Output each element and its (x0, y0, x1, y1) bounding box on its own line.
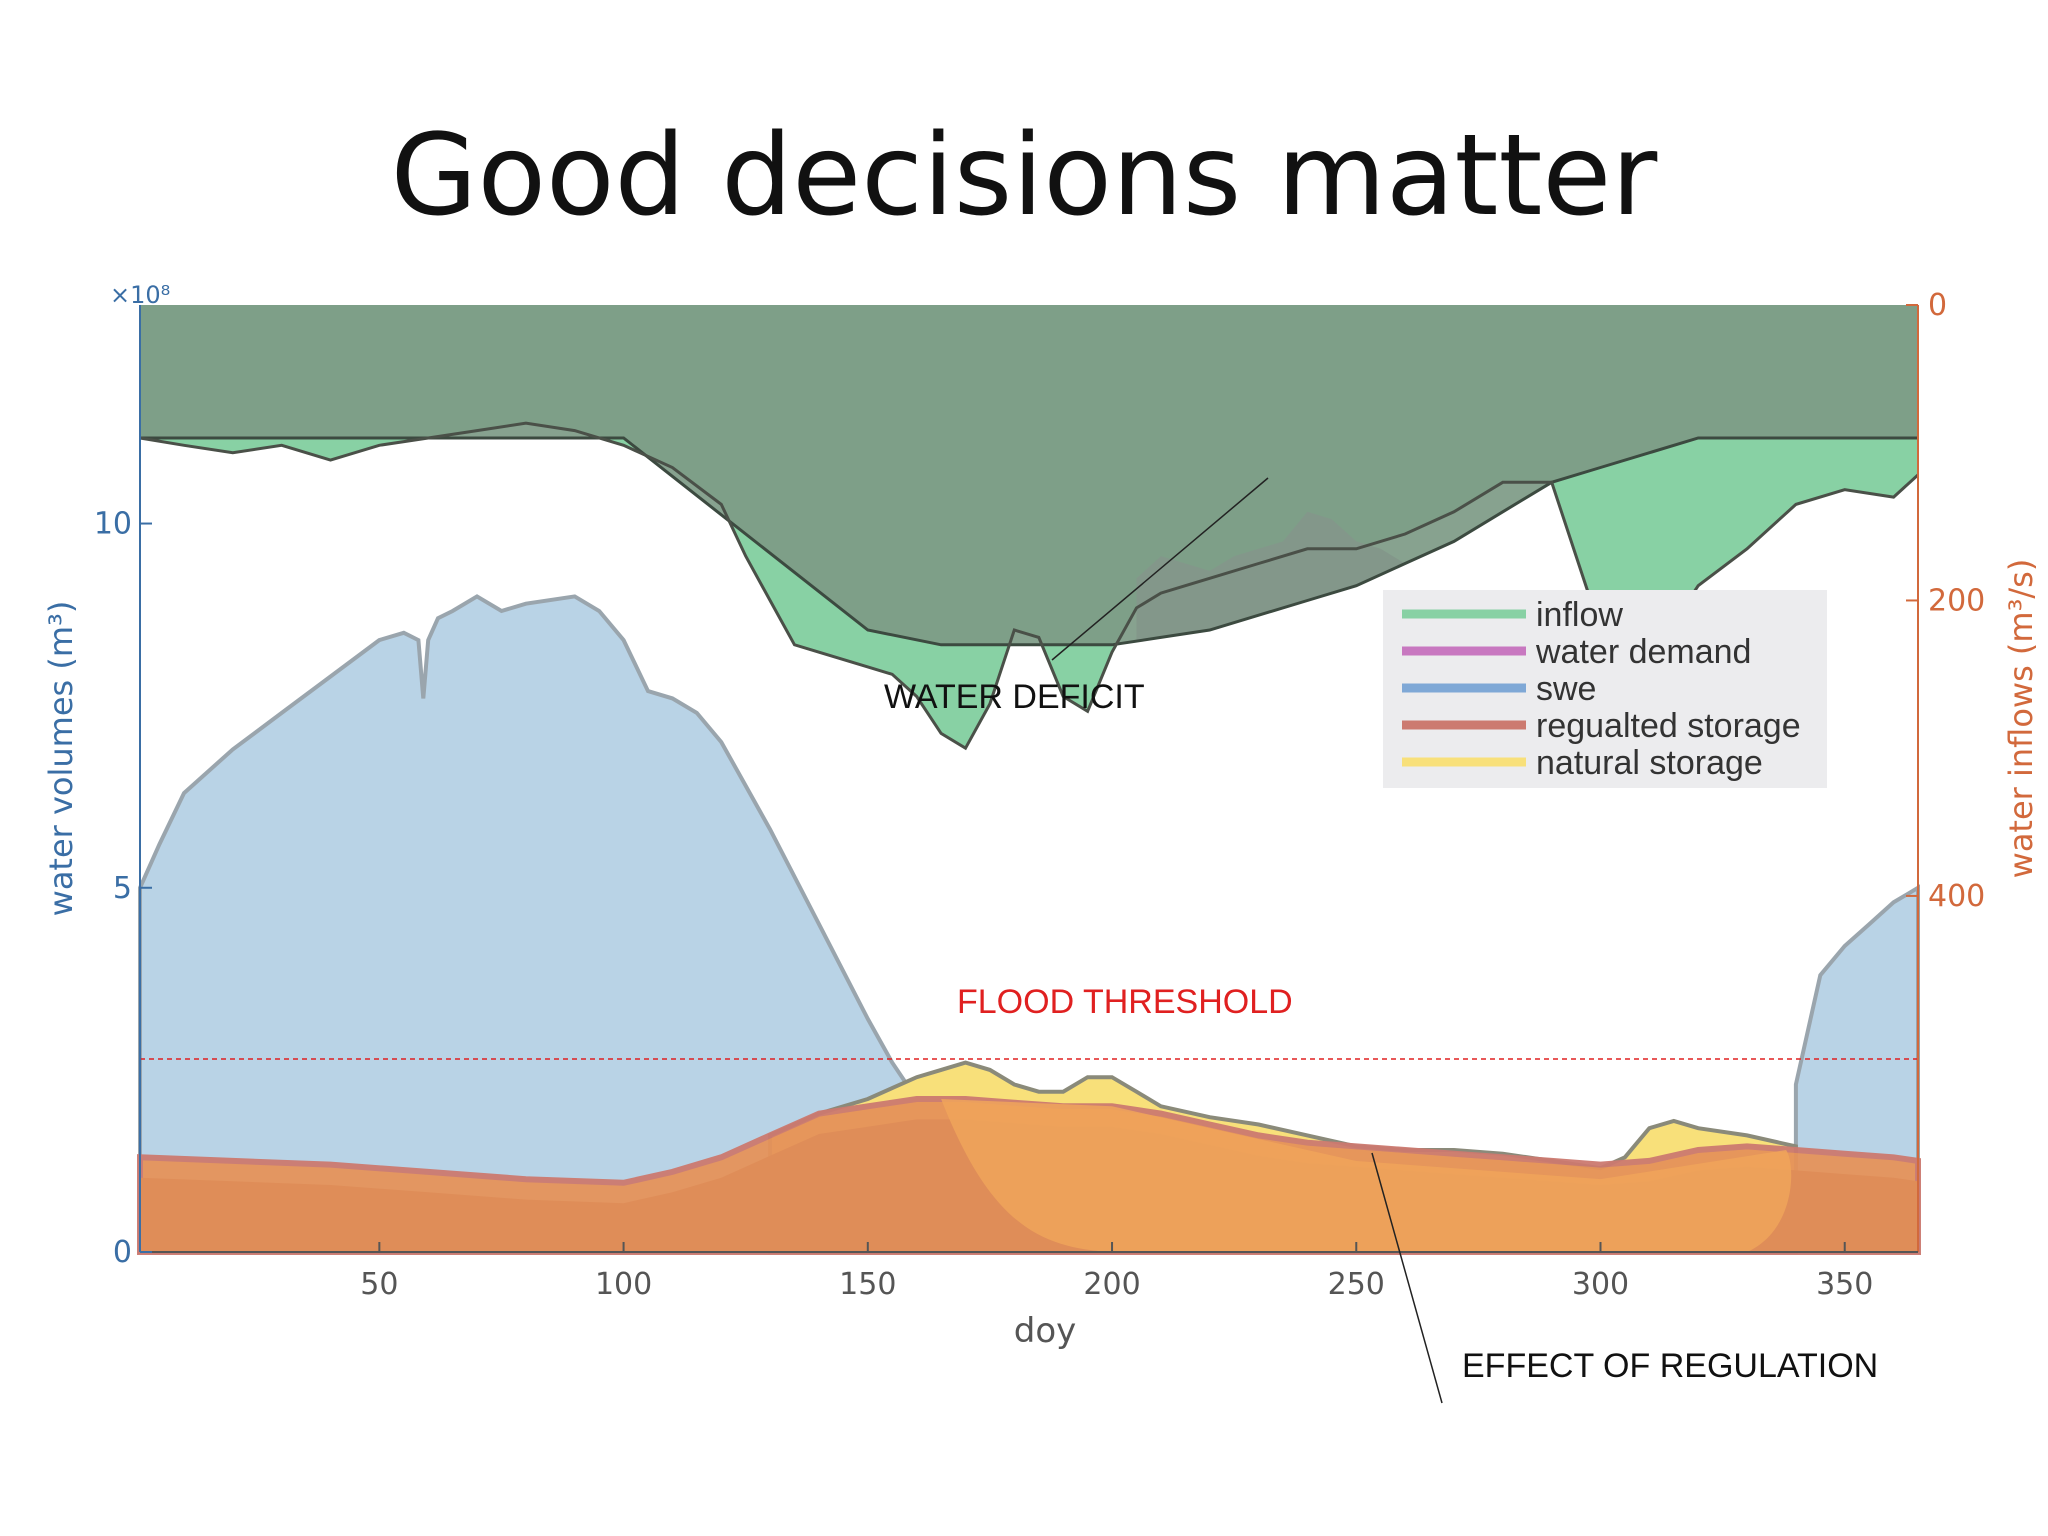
x-tick-label: 150 (839, 1267, 896, 1302)
left-tick-label: 10 (94, 507, 132, 542)
left-tick-label: 5 (113, 871, 132, 906)
water-deficit-label: WATER DEFICIT (884, 678, 1145, 716)
legend-item-label: swe (1536, 670, 1596, 708)
right-axis-label: water inflows (m³/s) (2002, 559, 2040, 879)
left-axis-label: water volumes (m³) (42, 601, 80, 917)
left-axis-multiplier: ×10⁸ (110, 281, 170, 309)
flood-threshold-label: FLOOD THRESHOLD (957, 983, 1293, 1021)
x-tick-label: 50 (360, 1267, 398, 1302)
right-tick-label: 200 (1928, 583, 1985, 618)
legend-item-label: water demand (1535, 633, 1751, 671)
x-tick-label: 250 (1328, 1267, 1385, 1302)
regulation-effect-region (941, 1099, 1792, 1252)
x-tick-label: 100 (595, 1267, 652, 1302)
regulation-pointer (1371, 1152, 1443, 1404)
water-deficit-pointer (1051, 477, 1269, 661)
effect-of-regulation-label: EFFECT OF REGULATION (1462, 1347, 1878, 1385)
right-tick-label: 400 (1928, 879, 1985, 914)
x-tick-label: 350 (1816, 1267, 1873, 1302)
x-tick-label: 200 (1083, 1267, 1140, 1302)
left-tick-label: 0 (113, 1235, 132, 1270)
swe-area-spring (138, 594, 968, 1254)
legend-item-label: natural storage (1536, 744, 1763, 782)
slide-title: Good decisions matter (390, 111, 1658, 241)
demand-overlay-area (140, 305, 1918, 645)
right-tick-label: 0 (1928, 288, 1947, 323)
x-tick-label: 300 (1572, 1267, 1629, 1302)
legend-item-label: inflow (1536, 596, 1623, 634)
legend-item-label: regualted storage (1536, 707, 1801, 745)
x-axis-label: doy (1014, 1311, 1077, 1351)
water-demand-line (140, 436, 1918, 647)
